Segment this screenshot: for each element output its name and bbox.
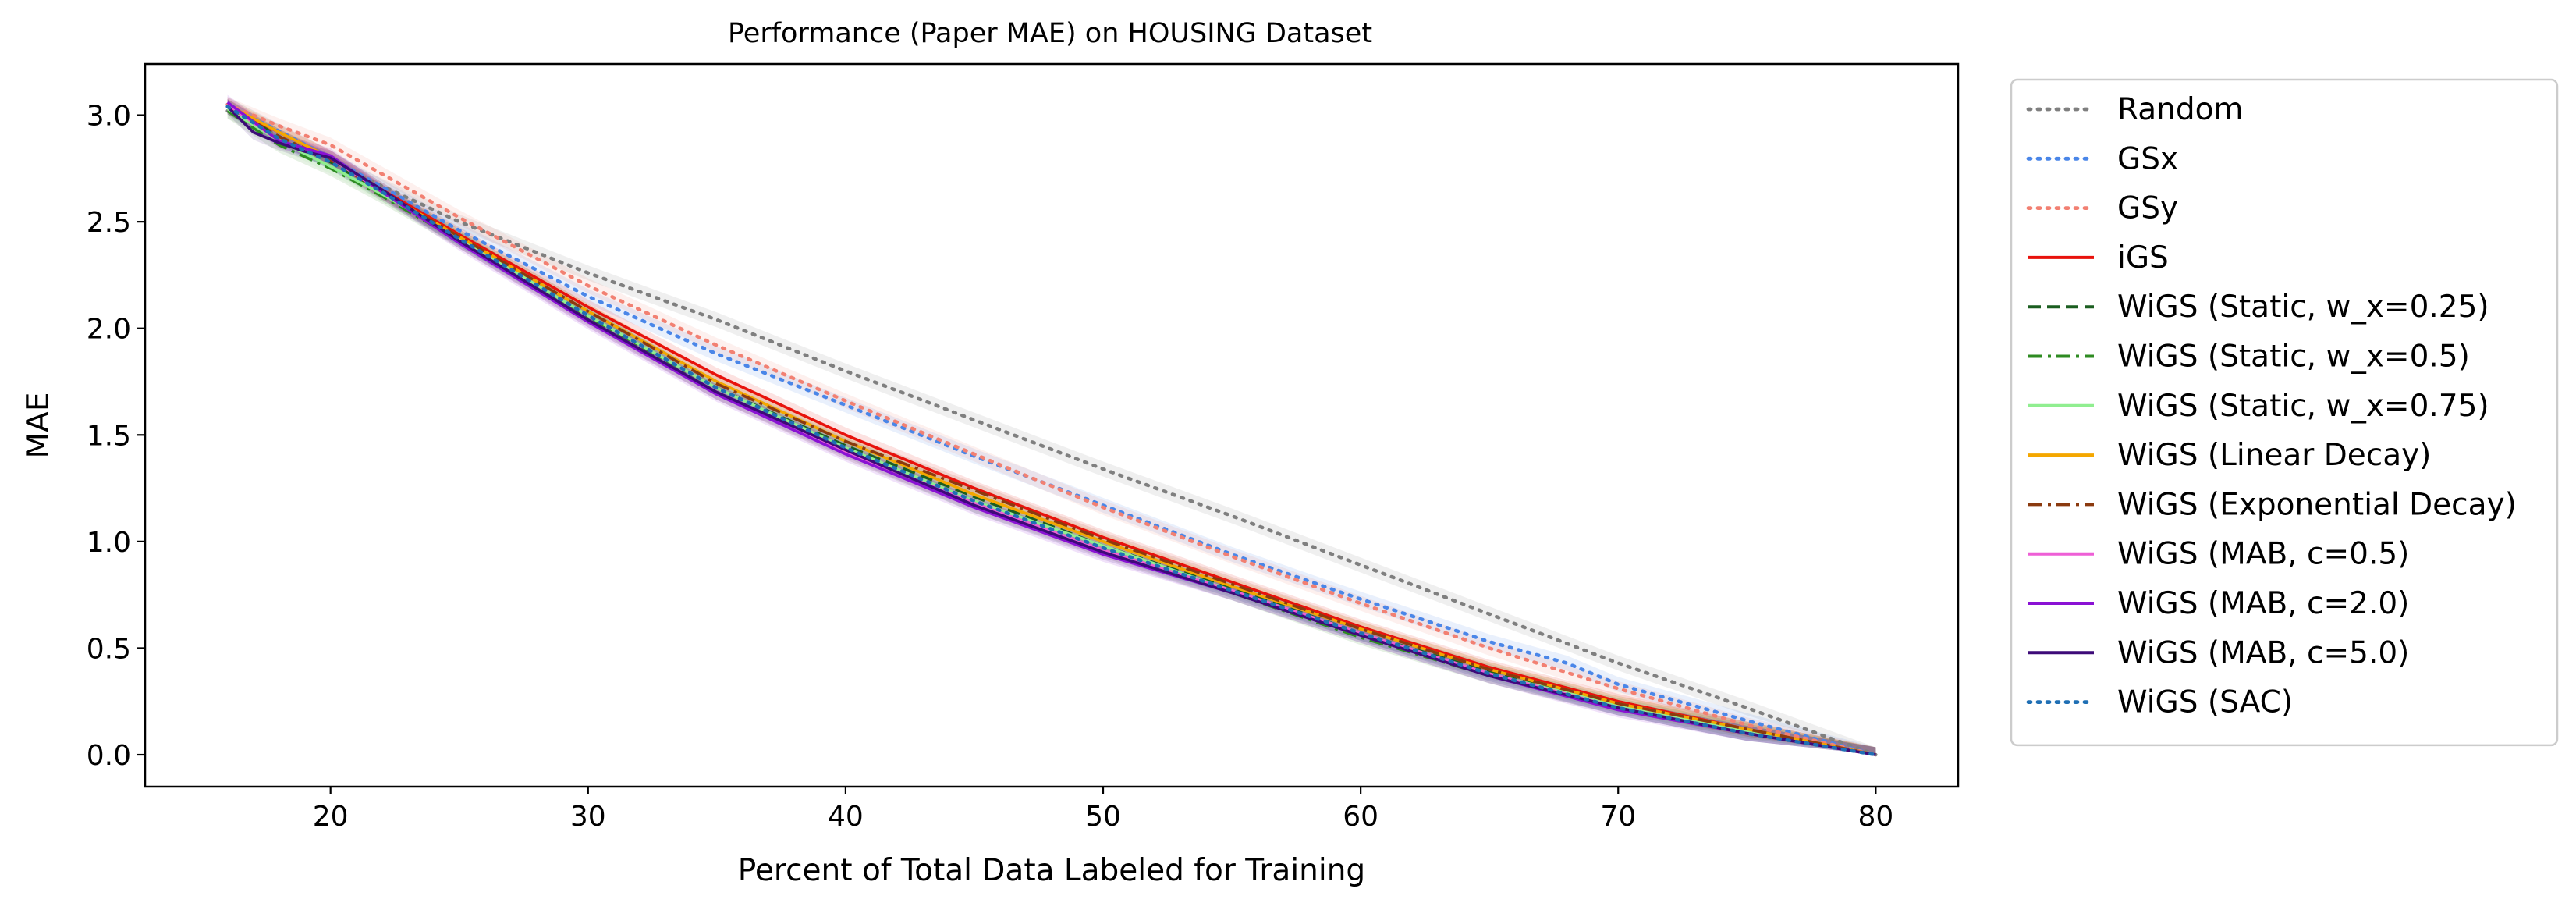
series-line-wigs-static-w-x-0-5 [226,109,1876,756]
y-tick-label: 1.5 [87,420,131,452]
y-axis-label: MAE [21,393,56,459]
series-line-wigs-sac [225,105,1878,757]
x-tick-label: 40 [828,801,864,833]
chart-title: Performance (Paper MAE) on HOUSING Datas… [728,18,1372,49]
y-tick-label: 0.5 [87,633,131,665]
legend-label-wigs-static-w-x-0-75: WiGS (Static, w_x=0.75) [2117,389,2489,424]
legend-label-gsy: GSy [2117,191,2178,226]
y-tick-label: 0.0 [87,740,131,772]
legend: Random GSx GSy iGS WiGS (Static, w_x=0.25) Wi… [2010,78,2559,747]
series-line-gsy [225,102,1878,757]
x-tick-label: 30 [570,801,606,833]
y-axis: 0.0 0.5 1.0 1.5 2.0 2.5 3.0 [87,101,145,772]
legend-label-gsx: GSx [2117,141,2178,176]
legend-label-wigs-linear-decay: WiGS (Linear Decay) [2117,438,2431,473]
legend-label-wigs-static-w-x-0-5: WiGS (Static, w_x=0.5) [2117,339,2470,375]
plot-series [225,94,1878,757]
legend-label-wigs-mab-c-0-5: WiGS (MAB, c=0.5) [2117,537,2409,572]
legend-label-igs: iGS [2117,240,2169,275]
series-line-wigs-static-w-x-0-25 [226,105,1876,756]
y-tick-label: 1.0 [87,527,131,559]
y-tick-label: 2.5 [87,207,131,239]
plot-frame [144,62,1960,788]
y-tick-label: 2.0 [87,314,131,346]
legend-box [2010,78,2559,747]
legend-label-wigs-exponential-decay: WiGS (Exponential Decay) [2117,487,2517,522]
x-tick-label: 20 [313,801,349,833]
x-tick-label: 50 [1085,801,1121,833]
legend-label-wigs-mab-c-5-0: WiGS (MAB, c=5.0) [2117,635,2409,670]
x-tick-label: 70 [1600,801,1636,833]
series-line-gsx [225,102,1878,757]
legend-label-wigs-mab-c-2-0: WiGS (MAB, c=2.0) [2117,586,2409,621]
y-tick-label: 3.0 [87,101,131,133]
legend-label-wigs-static-w-x-0-25: WiGS (Static, w_x=0.25) [2117,290,2489,325]
x-axis: 20 30 40 50 60 70 80 [313,787,1893,833]
legend-label-wigs-sac: WiGS (SAC) [2117,685,2293,720]
legend-label-random: Random [2117,92,2243,127]
series-band-random [227,103,1876,755]
x-tick-label: 80 [1857,801,1893,833]
x-tick-label: 60 [1343,801,1378,833]
x-axis-label: Percent of Total Data Labeled for Traini… [738,853,1365,888]
